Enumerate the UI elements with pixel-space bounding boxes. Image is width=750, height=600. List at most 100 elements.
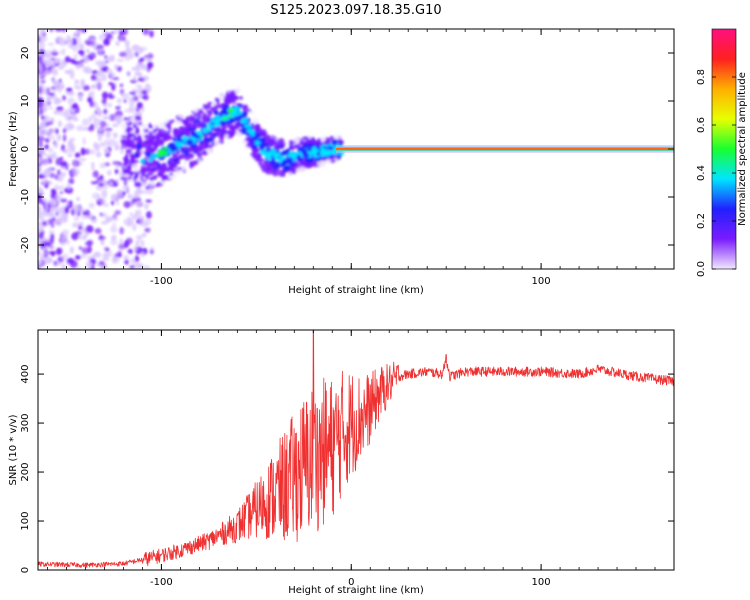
heat-cell <box>56 178 64 182</box>
snr-x-axis-label: Height of straight line (km) <box>288 585 424 596</box>
heat-cell <box>101 189 108 196</box>
heat-cell <box>46 53 51 58</box>
heat-cell <box>150 148 156 152</box>
heat-cell <box>46 96 50 102</box>
heat-cell <box>320 137 325 143</box>
heat-cell <box>102 257 110 261</box>
heat-cell <box>116 58 124 63</box>
heat-cell <box>127 193 133 200</box>
heat-cell <box>171 119 175 123</box>
heat-cell <box>275 149 280 153</box>
heat-cell <box>88 91 95 97</box>
heat-cell <box>292 165 297 172</box>
heat-cell <box>78 246 83 250</box>
heat-cell <box>324 158 332 164</box>
heat-cell <box>84 148 91 155</box>
heat-cell <box>141 124 148 130</box>
heat-cell <box>220 133 224 137</box>
heat-cell <box>302 152 310 159</box>
heat-cell <box>242 104 249 109</box>
heat-cell <box>252 118 259 124</box>
heat-cell <box>57 110 64 116</box>
heat-cell <box>136 142 142 149</box>
heat-cell <box>91 112 96 119</box>
heat-cell <box>194 134 201 139</box>
heat-cell <box>51 57 56 61</box>
heat-cell <box>145 199 152 203</box>
heat-cell <box>123 179 128 187</box>
heat-cell <box>113 123 117 128</box>
heat-cell <box>158 131 165 138</box>
heat-cell <box>254 140 260 146</box>
heat-cell <box>123 174 131 178</box>
heat-cell <box>237 122 244 127</box>
heat-cell <box>103 38 111 46</box>
heat-cell <box>38 62 42 69</box>
heat-cell <box>38 107 44 116</box>
heat-cell <box>156 137 160 143</box>
heat-cell <box>80 51 85 57</box>
snr-y-axis-label: SNR (10 * v/v) <box>8 414 19 485</box>
heat-cell <box>70 143 76 152</box>
heat-cell <box>141 179 146 183</box>
heat-cell <box>66 35 71 41</box>
heat-cell <box>38 188 44 195</box>
heat-cell <box>38 55 43 63</box>
heat-cell <box>56 247 63 255</box>
heat-cell <box>80 147 86 156</box>
heat-cell <box>193 160 199 165</box>
heat-cell <box>71 222 79 228</box>
snr-panel: -100 0 100 0 100 200 300 400 Height of straight… <box>8 329 675 596</box>
heat-cell <box>60 144 66 152</box>
heat-cell <box>199 140 205 145</box>
heat-cell <box>53 141 59 149</box>
heat-cell <box>167 176 175 180</box>
heat-cell <box>173 146 179 151</box>
heat-cell <box>317 161 323 167</box>
heat-cell <box>112 234 117 241</box>
heat-cell <box>195 147 200 152</box>
heat-cell <box>50 252 55 257</box>
heat-cell <box>58 50 64 54</box>
heat-cell <box>134 115 139 121</box>
heat-cell <box>140 251 145 258</box>
heat-cell <box>271 158 276 164</box>
heat-cell <box>121 93 130 99</box>
heat-cell <box>115 200 120 206</box>
snr-y-tick-label: 200 <box>20 462 31 481</box>
colorbar-label: Normalized spectral amplitude <box>737 72 748 226</box>
heat-cell <box>113 29 119 35</box>
heat-cell <box>176 117 182 121</box>
heat-cell <box>115 178 120 184</box>
heat-cell <box>329 135 335 141</box>
heat-cell <box>260 158 265 162</box>
heat-cell <box>293 137 301 144</box>
heat-cell <box>38 228 43 233</box>
heat-cell <box>113 216 118 222</box>
heat-cell <box>176 149 181 154</box>
heat-cell <box>120 147 124 155</box>
heat-cell <box>193 126 197 132</box>
heat-cell <box>59 62 67 68</box>
heat-cell <box>201 116 207 121</box>
heat-cell <box>186 118 192 122</box>
heat-cell <box>134 129 140 135</box>
heat-cell <box>90 84 97 89</box>
carrier-line <box>336 148 674 150</box>
heat-cell <box>163 167 168 171</box>
spectrogram-x-tick-label: -100 <box>150 276 173 287</box>
heat-cell <box>74 31 78 37</box>
heat-cell <box>96 194 100 202</box>
heat-cell <box>98 235 106 241</box>
heat-cell <box>38 43 42 49</box>
heat-cell <box>216 100 220 105</box>
heat-cell <box>311 161 316 167</box>
heat-cell <box>123 156 129 163</box>
heat-cell <box>314 148 320 153</box>
heat-cell <box>38 260 43 265</box>
heat-cell <box>128 98 135 107</box>
heat-cell <box>132 76 137 81</box>
heat-cell <box>226 99 231 103</box>
heat-cell <box>188 153 194 159</box>
